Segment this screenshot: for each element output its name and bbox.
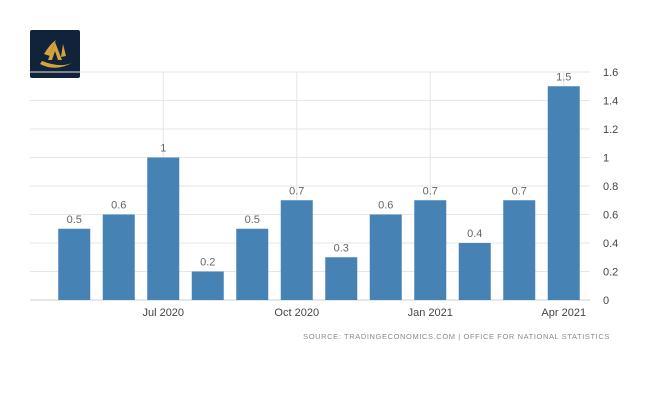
x-tick-label: Apr 2021 bbox=[541, 307, 586, 319]
y-tick-label: 0.8 bbox=[603, 181, 618, 193]
y-tick-label: 1 bbox=[603, 153, 609, 165]
bar bbox=[147, 157, 180, 300]
x-tick-label: Jan 2021 bbox=[408, 307, 453, 319]
x-tick-label: Oct 2020 bbox=[274, 307, 319, 319]
data-label: 0.7 bbox=[512, 185, 527, 197]
source-caption: SOURCE: TRADINGECONOMICS.COM | OFFICE FO… bbox=[303, 332, 610, 341]
bar bbox=[102, 214, 135, 300]
y-tick-label: 1.2 bbox=[603, 124, 618, 136]
x-axis-ticks: Jul 2020 Oct 2020 Jan 2021 Apr 2021 bbox=[142, 307, 586, 319]
data-label: 0.4 bbox=[467, 228, 482, 240]
bar bbox=[191, 271, 224, 300]
data-label: 0.6 bbox=[378, 200, 393, 212]
data-label: 1 bbox=[160, 143, 166, 155]
y-tick-label: 1.4 bbox=[603, 96, 618, 108]
data-label: 0.5 bbox=[245, 214, 260, 226]
data-label: 0.7 bbox=[423, 185, 438, 197]
y-tick-label: 1.6 bbox=[603, 67, 618, 79]
bar bbox=[369, 214, 402, 300]
data-label: 0.3 bbox=[334, 242, 349, 254]
bar bbox=[58, 228, 91, 300]
bar bbox=[325, 257, 358, 300]
bar bbox=[503, 200, 536, 300]
y-tick-label: 0.4 bbox=[603, 238, 618, 250]
data-label: 1.5 bbox=[556, 71, 571, 83]
y-tick-label: 0 bbox=[603, 295, 609, 307]
gold-emblem-logo-icon bbox=[40, 40, 72, 68]
data-labels: 0.5 0.6 1 0.2 0.5 0.7 0.3 0.6 0.7 0.4 0.7 1.5 bbox=[67, 71, 572, 268]
y-tick-label: 0.6 bbox=[603, 210, 618, 222]
bars bbox=[58, 86, 580, 300]
bar bbox=[458, 243, 491, 300]
bar bbox=[236, 228, 269, 300]
bar bbox=[547, 86, 580, 300]
y-axis-ticks: 0 0.2 0.4 0.6 0.8 1 1.2 1.4 1.6 bbox=[603, 67, 618, 307]
data-label: 0.6 bbox=[111, 200, 126, 212]
x-tick-label: Jul 2020 bbox=[142, 307, 184, 319]
y-tick-label: 0.2 bbox=[603, 267, 618, 279]
data-label: 0.7 bbox=[289, 185, 304, 197]
logo bbox=[30, 30, 80, 78]
data-label: 0.2 bbox=[200, 257, 215, 269]
bar bbox=[280, 200, 313, 300]
bar bbox=[414, 200, 447, 300]
data-label: 0.5 bbox=[67, 214, 82, 226]
